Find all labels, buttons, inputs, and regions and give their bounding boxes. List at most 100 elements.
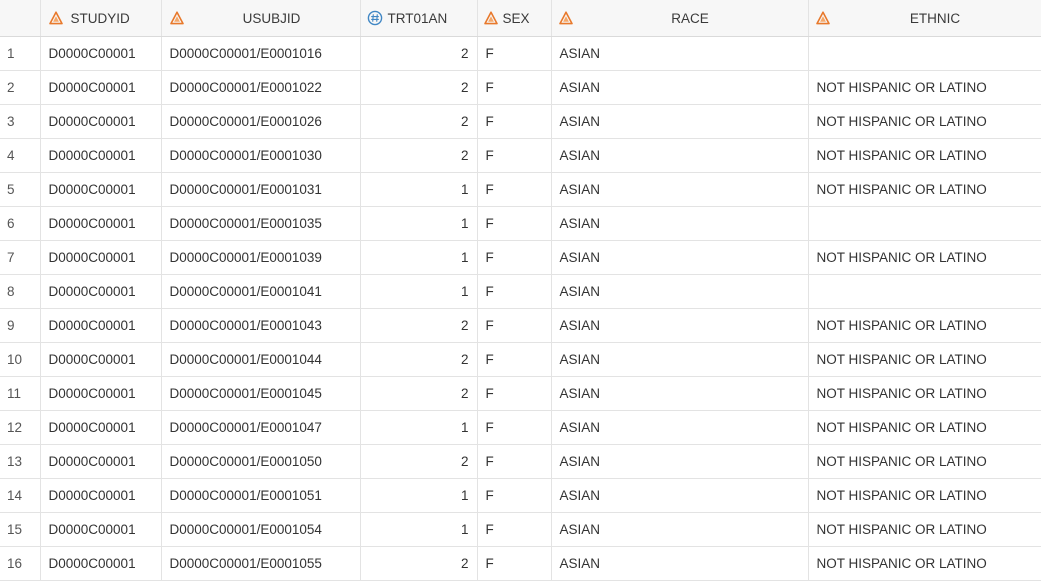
column-header-race[interactable]: RACE [551,0,809,37]
cell-race[interactable]: ASIAN [551,376,809,411]
cell-race[interactable]: ASIAN [551,138,809,173]
table-row[interactable]: 8 D0000C00001 D0000C00001/E0001041 1 F A… [0,274,1041,309]
table-row[interactable]: 1 D0000C00001 D0000C00001/E0001016 2 F A… [0,36,1041,71]
table-row[interactable]: 16 D0000C00001 D0000C00001/E0001055 2 F … [0,546,1041,581]
cell-usubjid[interactable]: D0000C00001/E0001047 [161,410,361,445]
cell-sex[interactable]: F [477,444,552,479]
cell-trt01an[interactable]: 1 [360,172,478,207]
table-row[interactable]: 13 D0000C00001 D0000C00001/E0001050 2 F … [0,444,1041,479]
cell-trt01an[interactable]: 1 [360,512,478,547]
cell-studyid[interactable]: D0000C00001 [40,342,162,377]
cell-ethnic[interactable] [808,274,1041,309]
table-row[interactable]: 10 D0000C00001 D0000C00001/E0001044 2 F … [0,342,1041,377]
cell-usubjid[interactable]: D0000C00001/E0001022 [161,70,361,105]
cell-usubjid[interactable]: D0000C00001/E0001039 [161,240,361,275]
table-row[interactable]: 2 D0000C00001 D0000C00001/E0001022 2 F A… [0,70,1041,105]
cell-studyid[interactable]: D0000C00001 [40,444,162,479]
cell-ethnic[interactable] [808,36,1041,71]
cell-race[interactable]: ASIAN [551,444,809,479]
column-header-studyid[interactable]: STUDYID [40,0,162,37]
cell-trt01an[interactable]: 2 [360,342,478,377]
cell-ethnic[interactable] [808,206,1041,241]
cell-studyid[interactable]: D0000C00001 [40,172,162,207]
cell-ethnic[interactable]: NOT HISPANIC OR LATINO [808,376,1041,411]
cell-usubjid[interactable]: D0000C00001/E0001030 [161,138,361,173]
cell-race[interactable]: ASIAN [551,546,809,581]
cell-race[interactable]: ASIAN [551,410,809,445]
cell-studyid[interactable]: D0000C00001 [40,512,162,547]
cell-race[interactable]: ASIAN [551,342,809,377]
cell-studyid[interactable]: D0000C00001 [40,138,162,173]
cell-usubjid[interactable]: D0000C00001/E0001045 [161,376,361,411]
cell-usubjid[interactable]: D0000C00001/E0001041 [161,274,361,309]
column-header-trt01an[interactable]: TRT01AN [360,0,478,37]
cell-sex[interactable]: F [477,512,552,547]
cell-race[interactable]: ASIAN [551,308,809,343]
table-row[interactable]: 4 D0000C00001 D0000C00001/E0001030 2 F A… [0,138,1041,173]
cell-trt01an[interactable]: 1 [360,240,478,275]
cell-studyid[interactable]: D0000C00001 [40,70,162,105]
table-row[interactable]: 11 D0000C00001 D0000C00001/E0001045 2 F … [0,376,1041,411]
cell-ethnic[interactable]: NOT HISPANIC OR LATINO [808,444,1041,479]
cell-sex[interactable]: F [477,546,552,581]
cell-ethnic[interactable]: NOT HISPANIC OR LATINO [808,308,1041,343]
cell-studyid[interactable]: D0000C00001 [40,546,162,581]
cell-race[interactable]: ASIAN [551,274,809,309]
cell-studyid[interactable]: D0000C00001 [40,376,162,411]
cell-race[interactable]: ASIAN [551,240,809,275]
cell-usubjid[interactable]: D0000C00001/E0001051 [161,478,361,513]
cell-trt01an[interactable]: 1 [360,478,478,513]
cell-studyid[interactable]: D0000C00001 [40,410,162,445]
cell-ethnic[interactable]: NOT HISPANIC OR LATINO [808,512,1041,547]
table-row[interactable]: 15 D0000C00001 D0000C00001/E0001054 1 F … [0,512,1041,547]
cell-trt01an[interactable]: 2 [360,70,478,105]
cell-ethnic[interactable]: NOT HISPANIC OR LATINO [808,240,1041,275]
cell-sex[interactable]: F [477,274,552,309]
cell-usubjid[interactable]: D0000C00001/E0001031 [161,172,361,207]
cell-ethnic[interactable]: NOT HISPANIC OR LATINO [808,546,1041,581]
cell-ethnic[interactable]: NOT HISPANIC OR LATINO [808,410,1041,445]
cell-studyid[interactable]: D0000C00001 [40,206,162,241]
table-row[interactable]: 3 D0000C00001 D0000C00001/E0001026 2 F A… [0,104,1041,139]
cell-race[interactable]: ASIAN [551,172,809,207]
cell-trt01an[interactable]: 1 [360,274,478,309]
cell-race[interactable]: ASIAN [551,206,809,241]
table-row[interactable]: 5 D0000C00001 D0000C00001/E0001031 1 F A… [0,172,1041,207]
cell-sex[interactable]: F [477,342,552,377]
cell-ethnic[interactable]: NOT HISPANIC OR LATINO [808,104,1041,139]
cell-race[interactable]: ASIAN [551,512,809,547]
cell-sex[interactable]: F [477,172,552,207]
cell-sex[interactable]: F [477,410,552,445]
cell-trt01an[interactable]: 2 [360,36,478,71]
cell-trt01an[interactable]: 1 [360,410,478,445]
cell-trt01an[interactable]: 2 [360,546,478,581]
cell-studyid[interactable]: D0000C00001 [40,308,162,343]
cell-trt01an[interactable]: 2 [360,444,478,479]
table-row[interactable]: 14 D0000C00001 D0000C00001/E0001051 1 F … [0,478,1041,513]
cell-ethnic[interactable]: NOT HISPANIC OR LATINO [808,342,1041,377]
cell-ethnic[interactable]: NOT HISPANIC OR LATINO [808,70,1041,105]
cell-sex[interactable]: F [477,206,552,241]
cell-race[interactable]: ASIAN [551,36,809,71]
cell-sex[interactable]: F [477,308,552,343]
cell-studyid[interactable]: D0000C00001 [40,104,162,139]
cell-usubjid[interactable]: D0000C00001/E0001054 [161,512,361,547]
cell-usubjid[interactable]: D0000C00001/E0001016 [161,36,361,71]
cell-studyid[interactable]: D0000C00001 [40,36,162,71]
cell-ethnic[interactable]: NOT HISPANIC OR LATINO [808,478,1041,513]
cell-sex[interactable]: F [477,70,552,105]
column-header-sex[interactable]: SEX [477,0,552,37]
table-row[interactable]: 7 D0000C00001 D0000C00001/E0001039 1 F A… [0,240,1041,275]
table-row[interactable]: 12 D0000C00001 D0000C00001/E0001047 1 F … [0,410,1041,445]
cell-trt01an[interactable]: 1 [360,206,478,241]
cell-studyid[interactable]: D0000C00001 [40,240,162,275]
cell-sex[interactable]: F [477,104,552,139]
cell-usubjid[interactable]: D0000C00001/E0001050 [161,444,361,479]
cell-usubjid[interactable]: D0000C00001/E0001026 [161,104,361,139]
cell-race[interactable]: ASIAN [551,478,809,513]
cell-usubjid[interactable]: D0000C00001/E0001035 [161,206,361,241]
cell-trt01an[interactable]: 2 [360,138,478,173]
cell-studyid[interactable]: D0000C00001 [40,478,162,513]
column-header-usubjid[interactable]: USUBJID [161,0,361,37]
cell-ethnic[interactable]: NOT HISPANIC OR LATINO [808,138,1041,173]
